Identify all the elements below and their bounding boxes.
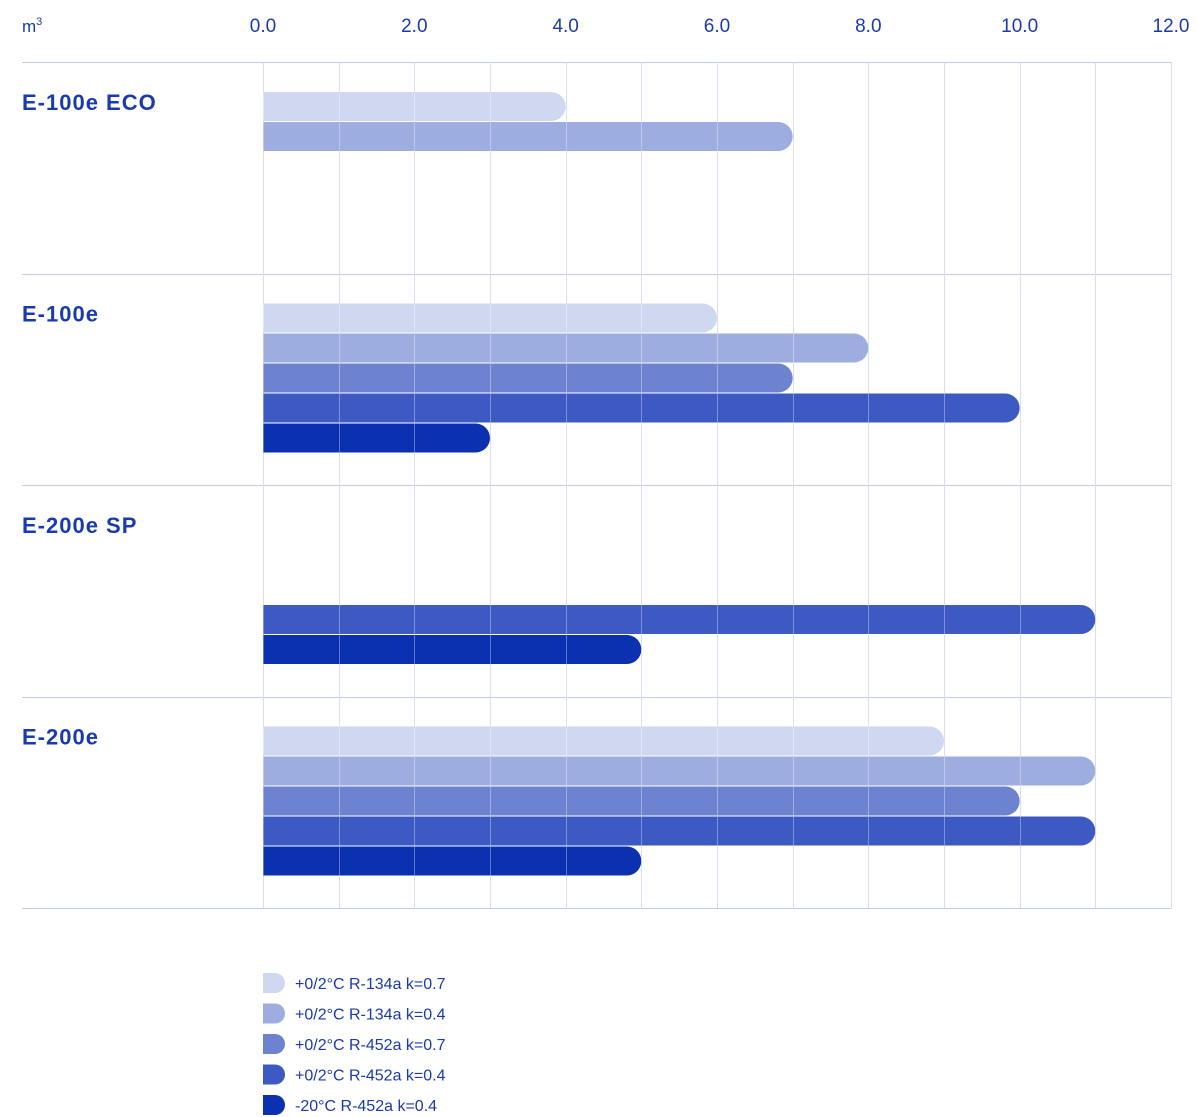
bar [263, 122, 793, 151]
bar [263, 92, 566, 121]
x-tick-label: 12.0 [1153, 16, 1190, 37]
bar [263, 393, 1020, 423]
legend-swatch [263, 973, 285, 993]
legend: +0/2°C R-134a k=0.7 +0/2°C R-134a k=0.4 +0… [263, 973, 446, 1115]
bar [263, 846, 642, 876]
x-tick-label: 10.0 [1001, 16, 1038, 37]
bar [263, 605, 1096, 634]
legend-label: +0/2°C R-452a k=0.7 [295, 1037, 446, 1054]
category-label: E-200e SP [22, 513, 137, 538]
x-tick-label: 2.0 [401, 16, 427, 37]
category-label: E-100e ECO [22, 90, 157, 115]
bar [263, 726, 944, 756]
category-label: E-200e [22, 725, 99, 750]
x-axis-ticks: 0.0 2.0 4.0 6.0 8.0 10.0 12.0 [250, 16, 1190, 37]
legend-swatch [263, 1034, 285, 1054]
category-label: E-100e [22, 302, 99, 327]
legend-label: +0/2°C R-134a k=0.7 [295, 976, 446, 993]
row-separators [22, 62, 1171, 909]
unit-superscript: 3 [36, 16, 42, 28]
legend-swatch [263, 1003, 285, 1024]
grid-overlay-layer [263, 62, 1172, 908]
legend-label: -20°C R-452a k=0.4 [295, 1098, 437, 1115]
x-tick-label: 4.0 [552, 16, 578, 37]
bar [263, 786, 1020, 816]
legend-label: +0/2°C R-134a k=0.4 [295, 1007, 446, 1024]
category-labels: E-100e ECO E-100e E-200e SP E-200e [22, 90, 157, 750]
legend-label: +0/2°C R-452a k=0.4 [295, 1068, 446, 1085]
unit-label: m3 [22, 16, 42, 36]
bar [263, 635, 642, 664]
bar [263, 423, 490, 453]
legend-swatch [263, 1095, 285, 1115]
x-tick-label: 6.0 [704, 16, 730, 37]
bar [263, 756, 1096, 786]
bar [263, 333, 869, 363]
x-tick-label: 0.0 [250, 16, 276, 37]
legend-swatch [263, 1064, 285, 1085]
bar [263, 363, 793, 393]
bar [263, 816, 1096, 846]
bars-layer [263, 92, 1096, 876]
bar [263, 303, 717, 333]
x-tick-label: 8.0 [855, 16, 881, 37]
